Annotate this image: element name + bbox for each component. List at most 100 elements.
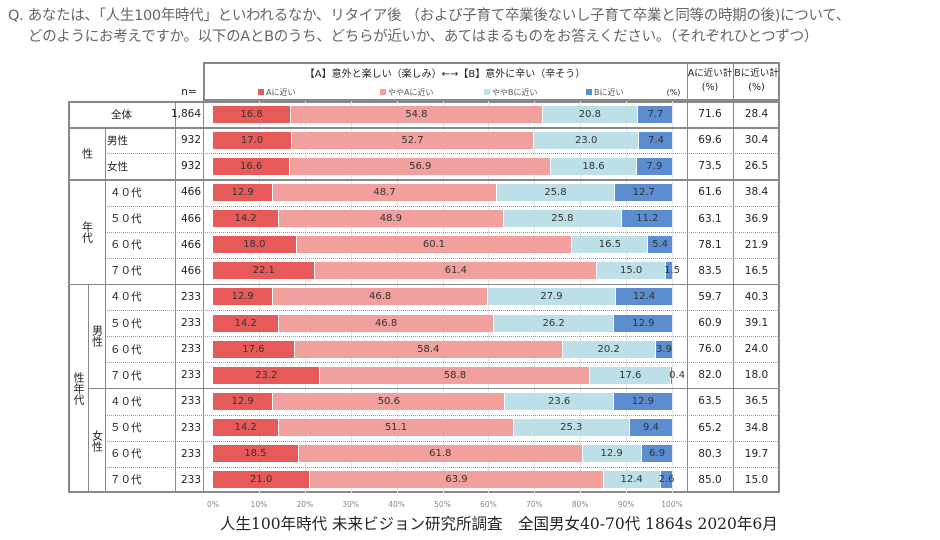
bar-value-label: 12.7 [632, 186, 655, 198]
row-divider [105, 414, 780, 416]
question-line-2: どのようにお考えですか。以下のAとBのうち、どちらが近いか、あてはまるものをお答… [28, 29, 818, 45]
row-n: 233 [180, 447, 201, 460]
bar-value-label: 7.4 [648, 134, 664, 146]
bar-segment: 9.4 [628, 419, 672, 437]
group-divider [68, 179, 780, 181]
legend-swatch [484, 89, 490, 95]
row-b-total: 21.9 [744, 238, 769, 251]
bar-value-label: 56.9 [409, 160, 432, 172]
bar-segment: 48.7 [272, 183, 496, 201]
bar-segment: 52.7 [291, 131, 533, 149]
b-total-header: Bに近い計 (%) [734, 68, 779, 93]
legend-label: Bに近い [594, 88, 624, 97]
bar-value-label: 50.6 [377, 395, 400, 407]
row-b-total: 18.0 [744, 369, 769, 382]
bar-segment: 26.2 [492, 314, 614, 332]
group-col-divider [105, 127, 106, 284]
bar-segment: 12.7 [614, 183, 673, 201]
group-label-age: 年代 [80, 220, 94, 243]
x-tick-label: 20% [296, 500, 314, 509]
row-b-total: 34.8 [744, 421, 769, 434]
legend-item: ややAに近い [380, 87, 433, 98]
row-divider [105, 231, 780, 233]
bar-value-label: 5.4 [652, 239, 669, 251]
bar-segment: 48.9 [278, 210, 503, 228]
x-tick-label: 70% [525, 500, 543, 509]
bar-segment: 16.8 [213, 105, 291, 123]
bar-value-label: 12.9 [631, 395, 655, 407]
x-tick-label: 10% [250, 500, 268, 509]
bar-value-label: 20.8 [578, 108, 601, 120]
bar-value-label: 9.4 [642, 422, 659, 434]
row-b-total: 36.9 [744, 212, 769, 225]
row-divider [105, 336, 780, 338]
bar-value-label: 18.6 [582, 160, 605, 172]
bar-value-label: 48.9 [379, 213, 403, 225]
legend-label: ややBに近い [492, 88, 538, 97]
row-n: 466 [180, 186, 201, 199]
bar-value-label: 16.5 [598, 239, 621, 251]
bar-segment: 18.6 [550, 157, 636, 175]
legend-swatch [380, 89, 386, 95]
bar-segment: 25.3 [512, 419, 629, 437]
x-tick-label: 40% [388, 500, 405, 509]
row-label: 全体 [111, 108, 132, 121]
bar-segment: 11.2 [621, 210, 673, 228]
bar-value-label: 51.1 [384, 422, 408, 434]
bar-segment: 20.2 [561, 340, 655, 358]
row-b-total: 30.4 [744, 134, 769, 147]
x-tick-label: 100% [661, 500, 683, 509]
bar-value-label: 7.7 [647, 108, 664, 120]
legend-swatch [258, 89, 264, 95]
row-label: ６０代 [110, 343, 142, 356]
row-n: 466 [180, 212, 201, 225]
table-border [68, 101, 780, 493]
subgroup-label-female: 女性 [90, 429, 104, 452]
row-n: 466 [180, 264, 201, 277]
subgroup-label-male: 男性 [90, 325, 104, 348]
bar-segment: 46.8 [272, 288, 487, 306]
bar-segment: 18.5 [213, 445, 298, 463]
row-label: ５０代 [110, 213, 142, 226]
row-a-total: 63.1 [698, 212, 722, 225]
bar-segment: 2.6 [659, 471, 675, 489]
bar-segment: 12.9 [612, 392, 672, 410]
column-divider [687, 62, 688, 493]
group-col-divider [88, 283, 89, 493]
group-col-divider [105, 283, 106, 493]
group-divider [68, 127, 780, 129]
row-n: 233 [180, 421, 201, 434]
legend-label: Aに近い [266, 88, 296, 97]
row-n: 233 [180, 395, 201, 408]
n-label: n= [181, 86, 197, 98]
table-border [203, 62, 780, 101]
bar-segment: 7.7 [637, 105, 673, 123]
row-a-total: 69.6 [698, 134, 722, 147]
bar-value-label: 20.2 [597, 343, 620, 355]
row-a-total: 85.0 [698, 473, 722, 486]
row-b-total: 38.4 [744, 186, 769, 199]
row-label: ６０代 [110, 239, 142, 252]
bar-value-label: 12.9 [231, 291, 254, 303]
bar-value-label: 12.9 [231, 395, 254, 407]
row-b-total: 16.5 [744, 264, 769, 277]
bar-segment: 18.0 [213, 236, 296, 254]
x-tick-label: 0% [207, 500, 219, 509]
row-b-total: 40.3 [744, 290, 769, 303]
bar-segment: 17.6 [213, 340, 294, 358]
row-divider [105, 466, 780, 468]
bar-segment: 54.8 [290, 105, 542, 123]
bar-value-label: 23.2 [255, 369, 278, 381]
column-divider [203, 62, 204, 493]
bar-value-label: 17.6 [242, 343, 265, 355]
row-label: 男性 [107, 134, 128, 147]
row-divider [105, 153, 780, 155]
bar-segment: 17.6 [589, 366, 671, 384]
bar-segment: 12.9 [213, 183, 273, 201]
group-label-sex-age: 性年代 [72, 371, 85, 405]
row-n: 1,864 [170, 108, 201, 121]
row-b-total: 15.0 [744, 473, 769, 486]
legend-label: ややAに近い [388, 88, 434, 97]
legend-swatch [586, 89, 592, 95]
bar-value-label: 12.4 [620, 474, 643, 486]
